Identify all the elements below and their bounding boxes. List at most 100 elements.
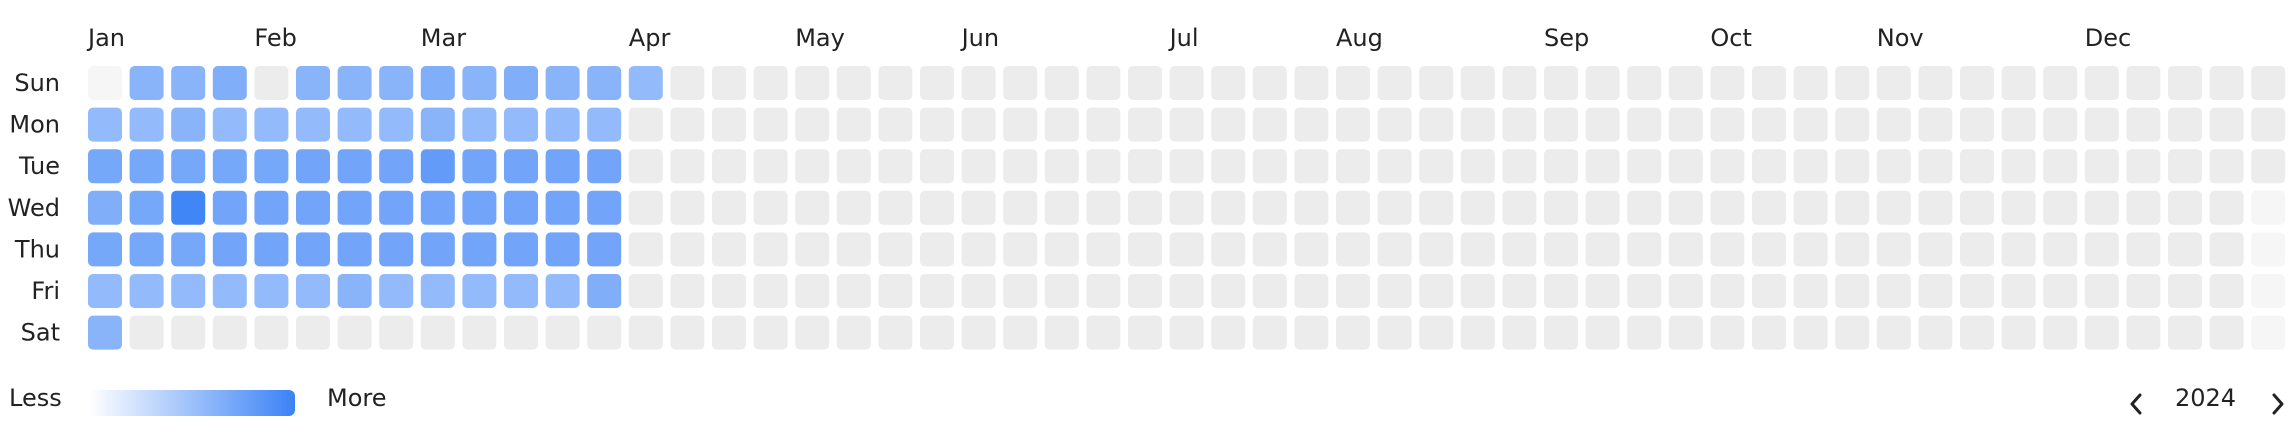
day-cell[interactable] [420, 274, 455, 308]
day-cell[interactable] [88, 149, 122, 184]
day-cell[interactable] [1835, 149, 1870, 184]
day-cell[interactable] [1377, 190, 1412, 225]
day-cell[interactable] [1585, 149, 1620, 184]
day-cell[interactable] [337, 190, 372, 225]
day-cell[interactable] [1668, 107, 1703, 142]
day-cell[interactable] [1128, 190, 1162, 225]
day-cell[interactable] [836, 274, 871, 308]
day-cell[interactable] [296, 315, 330, 350]
day-cell[interactable] [1793, 232, 1828, 267]
day-cell[interactable] [1169, 107, 1204, 142]
day-cell[interactable] [462, 232, 497, 267]
day-cell[interactable] [337, 107, 372, 142]
day-cell[interactable] [2001, 315, 2036, 350]
day-cell[interactable] [1419, 315, 1454, 350]
day-cell[interactable] [212, 107, 247, 142]
day-cell[interactable] [462, 274, 497, 308]
day-cell[interactable] [628, 149, 663, 184]
day-cell[interactable] [1918, 149, 1953, 184]
day-cell[interactable] [1086, 232, 1121, 267]
day-cell[interactable] [129, 274, 164, 308]
day-cell[interactable] [1128, 66, 1162, 100]
day-cell[interactable] [2168, 149, 2202, 184]
day-cell[interactable] [961, 274, 996, 308]
day-cell[interactable] [1835, 232, 1870, 267]
day-cell[interactable] [212, 190, 247, 225]
day-cell[interactable] [88, 274, 122, 308]
day-cell[interactable] [1835, 66, 1870, 100]
day-cell[interactable] [1211, 149, 1246, 184]
day-cell[interactable] [961, 66, 996, 100]
day-cell[interactable] [920, 315, 954, 350]
day-cell[interactable] [670, 232, 705, 267]
day-cell[interactable] [1003, 190, 1038, 225]
day-cell[interactable] [1419, 232, 1454, 267]
day-cell[interactable] [379, 315, 414, 350]
day-cell[interactable] [2126, 274, 2161, 308]
day-cell[interactable] [920, 107, 954, 142]
day-cell[interactable] [1502, 149, 1537, 184]
day-cell[interactable] [836, 232, 871, 267]
day-cell[interactable] [296, 149, 330, 184]
day-cell[interactable] [1585, 66, 1620, 100]
day-cell[interactable] [1752, 149, 1786, 184]
day-cell[interactable] [462, 149, 497, 184]
day-cell[interactable] [254, 107, 289, 142]
day-cell[interactable] [1502, 315, 1537, 350]
day-cell[interactable] [1252, 232, 1287, 267]
day-cell[interactable] [379, 66, 414, 100]
day-cell[interactable] [1752, 66, 1786, 100]
day-cell[interactable] [1044, 232, 1079, 267]
day-cell[interactable] [753, 315, 788, 350]
day-cell[interactable] [254, 274, 289, 308]
day-cell[interactable] [212, 274, 247, 308]
day-cell[interactable] [1419, 66, 1454, 100]
day-cell[interactable] [1710, 315, 1745, 350]
day-cell[interactable] [1252, 107, 1287, 142]
day-cell[interactable] [1502, 232, 1537, 267]
day-cell[interactable] [1876, 66, 1911, 100]
day-cell[interactable] [2001, 149, 2036, 184]
day-cell[interactable] [1876, 232, 1911, 267]
day-cell[interactable] [753, 190, 788, 225]
day-cell[interactable] [2084, 315, 2119, 350]
day-cell[interactable] [878, 190, 913, 225]
day-cell[interactable] [1668, 232, 1703, 267]
day-cell[interactable] [1876, 190, 1911, 225]
day-cell[interactable] [1086, 66, 1121, 100]
day-cell[interactable] [1169, 190, 1204, 225]
day-cell[interactable] [2126, 232, 2161, 267]
day-cell[interactable] [1544, 190, 1578, 225]
day-cell[interactable] [2168, 190, 2202, 225]
day-cell[interactable] [1086, 274, 1121, 308]
day-cell[interactable] [1377, 315, 1412, 350]
day-cell[interactable] [337, 149, 372, 184]
day-cell[interactable] [1544, 274, 1578, 308]
day-cell[interactable] [1627, 315, 1662, 350]
day-cell[interactable] [545, 232, 580, 267]
day-cell[interactable] [2084, 149, 2119, 184]
day-cell[interactable] [379, 274, 414, 308]
day-cell[interactable] [2126, 190, 2161, 225]
day-cell[interactable] [1793, 107, 1828, 142]
day-cell[interactable] [1627, 274, 1662, 308]
day-cell[interactable] [504, 274, 538, 308]
day-cell[interactable] [1710, 190, 1745, 225]
day-cell[interactable] [2251, 107, 2286, 142]
day-cell[interactable] [462, 315, 497, 350]
day-cell[interactable] [254, 149, 289, 184]
day-cell[interactable] [836, 190, 871, 225]
day-cell[interactable] [88, 232, 122, 267]
day-cell[interactable] [171, 190, 206, 225]
day-cell[interactable] [1044, 190, 1079, 225]
day-cell[interactable] [628, 315, 663, 350]
day-cell[interactable] [587, 107, 622, 142]
day-cell[interactable] [2084, 190, 2119, 225]
day-cell[interactable] [2043, 107, 2078, 142]
day-cell[interactable] [670, 274, 705, 308]
day-cell[interactable] [2001, 190, 2036, 225]
day-cell[interactable] [420, 315, 455, 350]
day-cell[interactable] [1336, 232, 1370, 267]
day-cell[interactable] [1128, 232, 1162, 267]
day-cell[interactable] [1585, 232, 1620, 267]
